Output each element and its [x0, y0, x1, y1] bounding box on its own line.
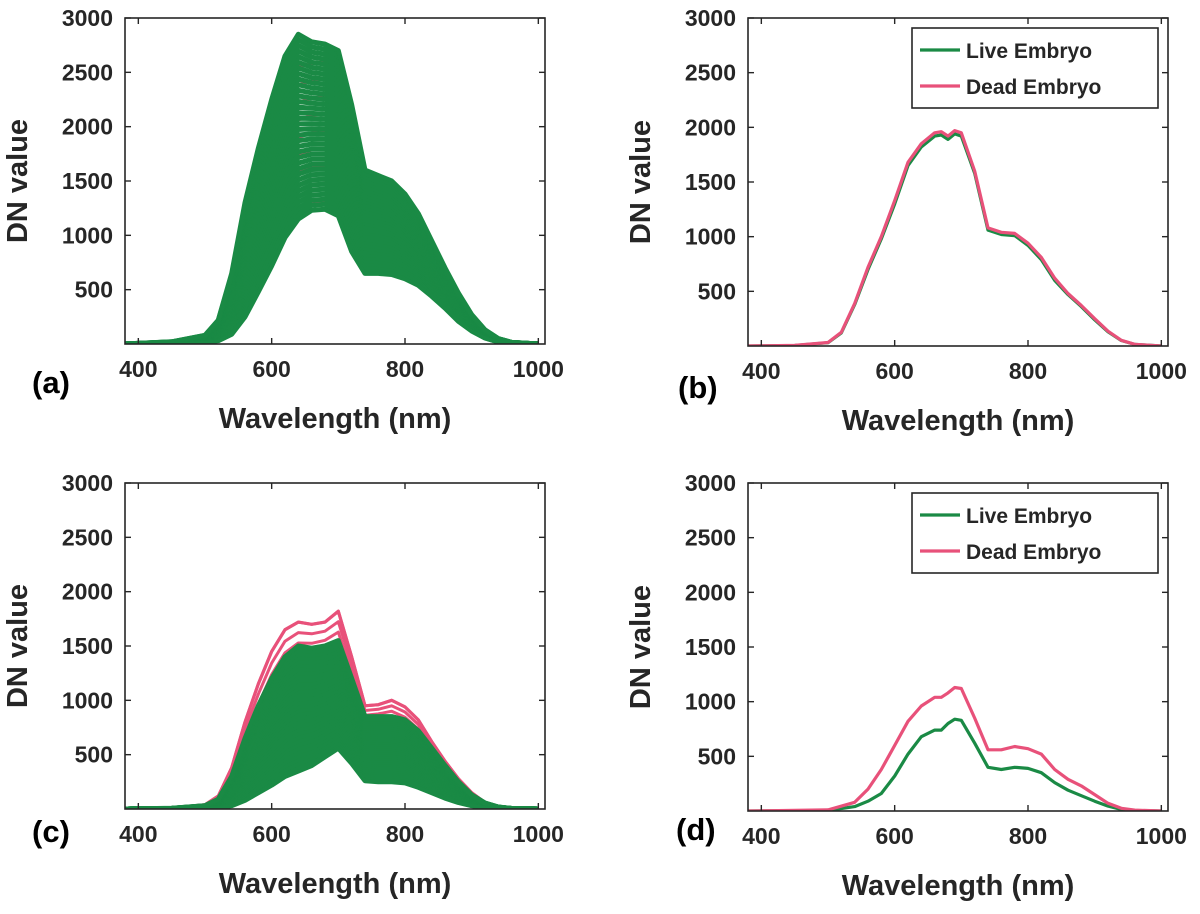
x-tick-label: 600 — [252, 356, 290, 382]
y-tick-label: 3000 — [685, 470, 736, 496]
y-tick-label: 500 — [698, 278, 736, 304]
legend-box — [911, 27, 1159, 109]
legend-entry: Live Embryo — [966, 40, 1092, 63]
y-tick-label: 2500 — [685, 525, 736, 551]
legend: Live Embryo Dead Embryo — [911, 27, 1159, 109]
x-tick-label: 800 — [386, 356, 424, 382]
series-line-live — [748, 717, 1162, 811]
panel-label: (c) — [32, 814, 70, 849]
y-axis-label: DN value — [625, 120, 657, 244]
legend-entry: Dead Embryo — [966, 541, 1101, 564]
y-tick-label: 3000 — [62, 5, 113, 31]
x-axis-label: Wavelength (nm) — [842, 405, 1075, 437]
live-bundle — [125, 31, 539, 344]
x-tick-label: 800 — [386, 821, 424, 847]
y-tick-label: 1000 — [685, 689, 736, 715]
legend: Live Embryo Dead Embryo — [911, 492, 1159, 574]
x-axis-label: Wavelength (nm) — [842, 870, 1075, 902]
legend-entry: Live Embryo — [966, 505, 1092, 528]
series-line-dead — [748, 685, 1162, 811]
panel-d: 400 600 800 1000 500 1000 1500 2000 2500 3000 Wave… — [625, 470, 1187, 902]
spectrum-edge-line — [125, 207, 539, 344]
x-tick-label: 1000 — [1136, 823, 1187, 849]
y-tick-label: 1500 — [62, 168, 113, 194]
x-tick-label: 1000 — [513, 356, 564, 382]
y-tick-label: 1500 — [685, 169, 736, 195]
legend-entry: Dead Embryo — [966, 76, 1101, 99]
series-line-live — [748, 132, 1162, 346]
plot-area — [748, 685, 1162, 811]
plot-area — [748, 129, 1162, 346]
panel-a: 400 600 800 1000 500 1000 1500 2000 2500 3000 Wave… — [2, 5, 564, 435]
y-axis-label: DN value — [2, 584, 34, 708]
x-tick-label: 400 — [119, 356, 157, 382]
series-line-dead — [748, 129, 1162, 346]
x-axis-label: Wavelength (nm) — [219, 403, 452, 435]
y-tick-label: 500 — [698, 743, 736, 769]
x-tick-label: 800 — [1009, 823, 1047, 849]
y-tick-label: 3000 — [685, 5, 736, 31]
y-tick-label: 1500 — [62, 633, 113, 659]
x-tick-label: 1000 — [513, 821, 564, 847]
live-bundle — [125, 638, 539, 809]
x-tick-label: 400 — [119, 821, 157, 847]
x-tick-label: 600 — [875, 358, 913, 384]
spectrum-edge-line — [125, 32, 539, 344]
y-tick-label: 500 — [75, 742, 113, 768]
panel-label: (a) — [32, 365, 70, 400]
spectrum-edge-line — [125, 746, 539, 809]
y-tick-label: 3000 — [62, 470, 113, 496]
panel-c: 400 600 800 1000 500 1000 1500 2000 2500 3000 Wave… — [2, 470, 564, 900]
x-tick-label: 400 — [742, 823, 780, 849]
legend-box — [911, 492, 1159, 574]
y-tick-label: 1000 — [62, 222, 113, 248]
panel-label: (b) — [678, 370, 718, 405]
x-tick-label: 800 — [1009, 358, 1047, 384]
y-tick-label: 2000 — [685, 579, 736, 605]
y-tick-label: 2000 — [62, 114, 113, 140]
x-tick-label: 600 — [875, 823, 913, 849]
x-tick-label: 400 — [742, 358, 780, 384]
y-tick-label: 1000 — [62, 687, 113, 713]
x-tick-label: 600 — [252, 821, 290, 847]
x-tick-label: 1000 — [1136, 358, 1187, 384]
y-tick-label: 500 — [75, 277, 113, 303]
y-axis-label: DN value — [2, 119, 34, 243]
y-tick-label: 2500 — [685, 60, 736, 86]
spectrum-edge-line — [125, 639, 539, 809]
panel-label: (d) — [676, 812, 716, 847]
panel-b: 400 600 800 1000 500 1000 1500 2000 2500 3000 Wave… — [625, 5, 1187, 437]
y-axis-label: DN value — [625, 585, 657, 709]
y-tick-label: 2000 — [62, 579, 113, 605]
plot-area — [125, 609, 539, 809]
y-tick-label: 1500 — [685, 634, 736, 660]
y-tick-label: 1000 — [685, 224, 736, 250]
x-axis-label: Wavelength (nm) — [219, 868, 452, 900]
y-tick-label: 2500 — [62, 59, 113, 85]
plot-area — [125, 31, 539, 344]
y-tick-label: 2000 — [685, 114, 736, 140]
y-tick-label: 2500 — [62, 524, 113, 550]
